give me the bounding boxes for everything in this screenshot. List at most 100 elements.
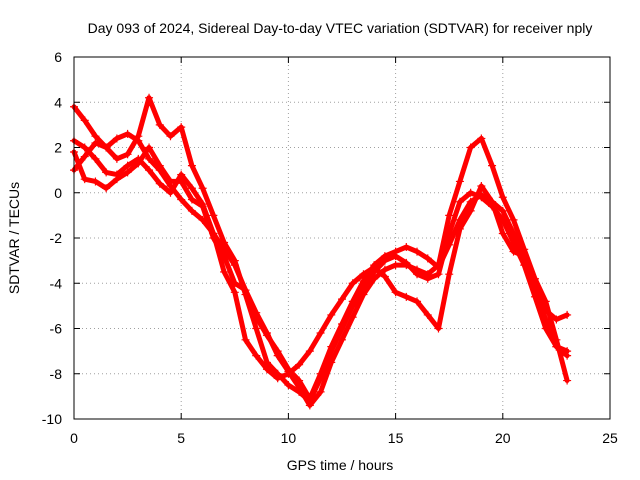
data-point: [241, 335, 250, 344]
data-point: [413, 247, 422, 256]
y-tick-label-1: -8: [50, 366, 63, 382]
data-point: [520, 245, 529, 254]
data-point: [187, 184, 196, 193]
data-point: [112, 154, 121, 163]
data-point: [359, 290, 368, 299]
data-point: [348, 279, 357, 288]
data-point: [123, 129, 132, 138]
x-tick-label-4: 20: [495, 430, 511, 446]
data-point: [563, 310, 572, 319]
data-point: [166, 132, 175, 141]
data-point: [134, 132, 143, 141]
data-point: [123, 150, 132, 159]
data-point: [455, 224, 464, 233]
data-point: [380, 272, 389, 281]
data-point: [80, 152, 89, 161]
data-point: [187, 195, 196, 204]
data-point: [423, 310, 432, 319]
x-tick-label-5: 25: [602, 430, 618, 446]
data-point: [391, 261, 400, 270]
data-point: [80, 175, 89, 184]
data-point: [187, 206, 196, 215]
data-point: [123, 161, 132, 170]
data-point: [316, 329, 325, 338]
data-point: [134, 159, 143, 168]
data-point: [327, 358, 336, 367]
data-point: [338, 335, 346, 344]
data-point: [166, 177, 175, 186]
data-point: [434, 261, 443, 270]
y-axis-label: SDTVAR / TECUs: [6, 182, 22, 294]
data-point: [145, 166, 154, 175]
data-point: [370, 274, 379, 283]
chart-title: Day 093 of 2024, Sidereal Day-to-day VTE…: [88, 20, 593, 36]
data-point: [477, 181, 486, 190]
data-point: [112, 134, 121, 143]
data-point: [316, 387, 325, 396]
data-point: [477, 134, 486, 143]
data-point: [91, 138, 100, 147]
data-point: [252, 351, 261, 360]
data-point: [413, 265, 422, 274]
y-tick-label-2: -6: [50, 321, 63, 337]
data-point: [498, 229, 507, 238]
data-point: [445, 270, 454, 279]
y-tick-label-4: -2: [50, 230, 63, 246]
series-line-trace-2: [71, 95, 570, 404]
data-point: [509, 247, 518, 256]
data-point: [455, 197, 464, 206]
data-point: [262, 329, 271, 338]
data-point: [220, 252, 229, 261]
plot-area: [70, 93, 572, 410]
data-point: [284, 367, 293, 376]
data-point: [91, 132, 100, 141]
data-point: [391, 252, 400, 261]
x-tick-label-1: 5: [177, 430, 185, 446]
data-point: [220, 238, 229, 247]
tick-marks: [73, 56, 611, 420]
data-point: [466, 188, 475, 197]
data-point: [102, 184, 111, 193]
data-point: [380, 256, 389, 265]
data-point: [488, 197, 497, 206]
data-point: [466, 143, 475, 152]
data-point: [241, 286, 250, 295]
data-point: [498, 206, 507, 215]
data-point: [220, 267, 229, 276]
data-point: [305, 347, 314, 356]
data-point: [370, 263, 379, 272]
data-point: [466, 206, 475, 215]
data-point: [359, 270, 368, 279]
data-point: [252, 308, 261, 317]
data-point: [273, 374, 282, 383]
data-point: [177, 195, 186, 204]
data-point: [112, 175, 121, 184]
x-tick-label-2: 10: [281, 430, 297, 446]
data-point: [102, 143, 111, 152]
data-point: [91, 154, 100, 163]
data-point: [305, 401, 314, 410]
data-point: [563, 351, 572, 360]
data-point: [145, 143, 154, 152]
data-point: [155, 161, 164, 170]
data-point: [348, 313, 357, 322]
y-tick-label-6: 2: [54, 140, 62, 156]
data-point: [252, 324, 261, 333]
data-point: [541, 297, 550, 306]
data-point: [295, 360, 304, 369]
data-point: [177, 123, 186, 132]
x-tick-label-0: 0: [70, 430, 78, 446]
data-point: [177, 170, 186, 179]
y-tick-label-0: -10: [42, 411, 62, 427]
data-point: [295, 383, 304, 392]
data-point: [498, 193, 507, 202]
data-point: [563, 376, 572, 385]
x-tick-label-3: 15: [388, 430, 404, 446]
data-point: [187, 161, 196, 170]
data-point: [530, 274, 539, 283]
data-point: [155, 179, 164, 188]
data-point: [91, 177, 100, 186]
data-point: [455, 177, 464, 186]
y-tick-label-5: 0: [54, 185, 62, 201]
